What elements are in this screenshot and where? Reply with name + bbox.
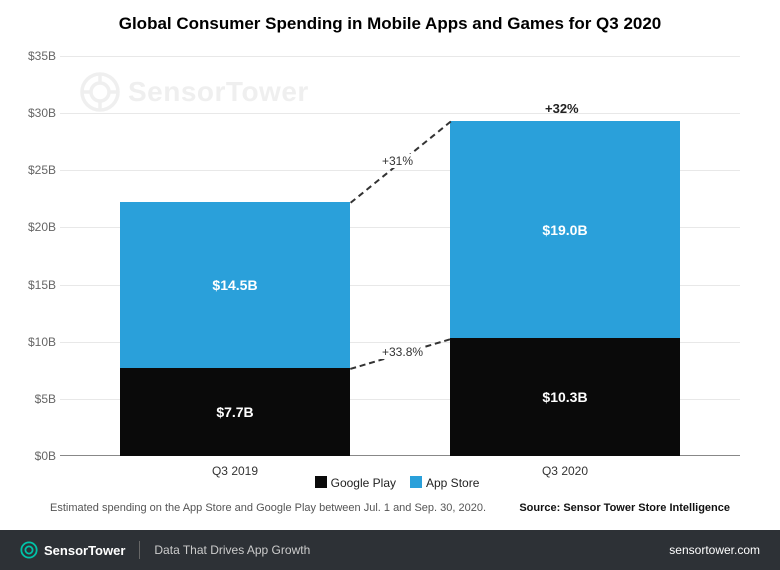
y-tick-label: $30B: [12, 106, 56, 120]
legend-swatch: [410, 476, 422, 488]
legend-label: App Store: [426, 476, 479, 490]
footnote: Estimated spending on the App Store and …: [50, 502, 486, 514]
y-tick-label: $5B: [12, 392, 56, 406]
legend-swatch: [315, 476, 327, 488]
y-tick-label: $35B: [12, 49, 56, 63]
bar-value-label: $19.0B: [450, 222, 680, 238]
footer-url: sensortower.com: [669, 543, 760, 557]
chart-title: Global Consumer Spending in Mobile Apps …: [0, 0, 780, 34]
connector-label: +33.8%: [380, 345, 425, 359]
legend-label: Google Play: [331, 476, 396, 490]
chart-container: Global Consumer Spending in Mobile Apps …: [0, 0, 780, 570]
connector-label: +31%: [380, 154, 415, 168]
y-tick-label: $0B: [12, 449, 56, 463]
y-tick-label: $25B: [12, 163, 56, 177]
bar-value-label: $14.5B: [120, 277, 350, 293]
bar-group: $7.7B $14.5B: [120, 56, 350, 456]
sensortower-icon: [20, 541, 38, 559]
y-tick-label: $15B: [12, 278, 56, 292]
footer-divider: [139, 541, 140, 559]
bar-value-label: $7.7B: [120, 404, 350, 420]
footer-tagline: Data That Drives App Growth: [154, 543, 310, 557]
footer-bar: SensorTower Data That Drives App Growth …: [0, 530, 780, 570]
bar-value-label: $10.3B: [450, 389, 680, 405]
y-tick-label: $10B: [12, 335, 56, 349]
footer-brand-text: SensorTower: [44, 543, 125, 558]
y-tick-label: $20B: [12, 220, 56, 234]
legend: Google Play App Store: [0, 476, 780, 490]
source-label: Source: Sensor Tower Store Intelligence: [519, 502, 730, 514]
total-growth-label: +32%: [545, 101, 579, 116]
plot-area: $0B$5B$10B$15B$20B$25B$30B$35B$7.7B$14.5…: [60, 56, 740, 456]
footer-brand: SensorTower: [20, 541, 125, 559]
